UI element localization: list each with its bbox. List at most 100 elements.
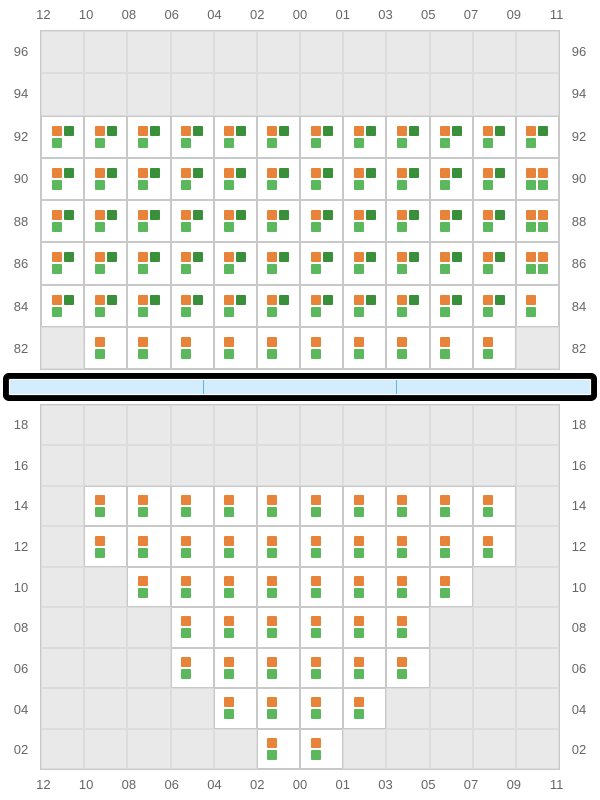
seat-dgreen[interactable] [366,295,376,305]
seat-dgreen[interactable] [452,295,462,305]
seat-dgreen[interactable] [409,252,419,262]
seat-cell[interactable] [516,445,559,485]
seat-orange[interactable] [483,295,493,305]
seat-dgreen[interactable] [452,126,462,136]
seat-cell[interactable] [214,688,257,728]
seat-dgreen[interactable] [452,252,462,262]
seat-green[interactable] [267,507,277,517]
seat-orange[interactable] [311,697,321,707]
seat-dgreen[interactable] [452,210,462,220]
seat-cell[interactable] [343,688,386,728]
seat-orange[interactable] [181,495,191,505]
seat-cell[interactable] [257,648,300,688]
seat-cell[interactable] [257,73,300,115]
seat-green[interactable] [95,507,105,517]
seat-cell[interactable] [257,405,300,445]
seat-cell[interactable] [257,526,300,566]
seat-orange[interactable] [440,252,450,262]
seat-cell[interactable] [127,648,170,688]
seat-cell[interactable] [516,116,559,158]
seat-cell[interactable] [127,158,170,200]
seat-dgreen[interactable] [323,210,333,220]
seat-green[interactable] [538,264,548,274]
seat-orange[interactable] [483,495,493,505]
seat-green[interactable] [397,669,407,679]
seat-orange[interactable] [538,252,548,262]
seat-cell[interactable] [386,285,429,327]
seat-cell[interactable] [430,327,473,369]
seat-orange[interactable] [95,168,105,178]
seat-cell[interactable] [171,200,214,242]
seat-orange[interactable] [440,210,450,220]
seat-dgreen[interactable] [409,295,419,305]
seat-orange[interactable] [354,495,364,505]
seat-cell[interactable] [84,526,127,566]
seat-cell[interactable] [127,285,170,327]
seat-cell[interactable] [516,242,559,284]
seat-cell[interactable] [41,158,84,200]
seat-green[interactable] [483,307,493,317]
seat-cell[interactable] [171,607,214,647]
seat-orange[interactable] [311,252,321,262]
seat-orange[interactable] [354,536,364,546]
seat-dgreen[interactable] [193,168,203,178]
seat-green[interactable] [181,307,191,317]
seat-cell[interactable] [41,116,84,158]
seat-dgreen[interactable] [150,252,160,262]
seat-cell[interactable] [127,242,170,284]
seat-cell[interactable] [84,445,127,485]
seat-green[interactable] [440,307,450,317]
seat-cell[interactable] [257,729,300,769]
seat-dgreen[interactable] [107,168,117,178]
seat-green[interactable] [397,349,407,359]
seat-dgreen[interactable] [236,210,246,220]
seat-dgreen[interactable] [323,295,333,305]
seat-green[interactable] [440,222,450,232]
seat-green[interactable] [311,669,321,679]
seat-cell[interactable] [386,158,429,200]
seat-orange[interactable] [224,168,234,178]
seat-orange[interactable] [95,210,105,220]
seat-cell[interactable] [214,607,257,647]
seat-cell[interactable] [171,648,214,688]
seat-cell[interactable] [343,405,386,445]
seat-green[interactable] [354,709,364,719]
seat-cell[interactable] [257,445,300,485]
seat-cell[interactable] [127,486,170,526]
seat-cell[interactable] [214,729,257,769]
seat-green[interactable] [267,138,277,148]
seat-green[interactable] [483,180,493,190]
seat-cell[interactable] [127,73,170,115]
seat-cell[interactable] [84,73,127,115]
seat-cell[interactable] [84,242,127,284]
seat-orange[interactable] [95,126,105,136]
seat-orange[interactable] [526,168,536,178]
seat-green[interactable] [440,264,450,274]
seat-cell[interactable] [516,607,559,647]
seat-cell[interactable] [127,607,170,647]
seat-cell[interactable] [41,73,84,115]
seat-cell[interactable] [343,73,386,115]
seat-orange[interactable] [354,252,364,262]
seat-green[interactable] [138,548,148,558]
seat-green[interactable] [397,222,407,232]
seat-dgreen[interactable] [495,252,505,262]
seat-green[interactable] [224,138,234,148]
seat-green[interactable] [95,264,105,274]
seat-dgreen[interactable] [538,126,548,136]
seat-orange[interactable] [311,536,321,546]
seat-green[interactable] [95,548,105,558]
seat-cell[interactable] [41,486,84,526]
seat-green[interactable] [267,349,277,359]
seat-cell[interactable] [386,73,429,115]
seat-green[interactable] [224,669,234,679]
seat-cell[interactable] [41,285,84,327]
seat-dgreen[interactable] [236,168,246,178]
seat-cell[interactable] [386,116,429,158]
seat-cell[interactable] [171,526,214,566]
seat-orange[interactable] [397,337,407,347]
seat-orange[interactable] [440,536,450,546]
seat-green[interactable] [267,709,277,719]
seat-orange[interactable] [354,697,364,707]
seat-cell[interactable] [386,486,429,526]
